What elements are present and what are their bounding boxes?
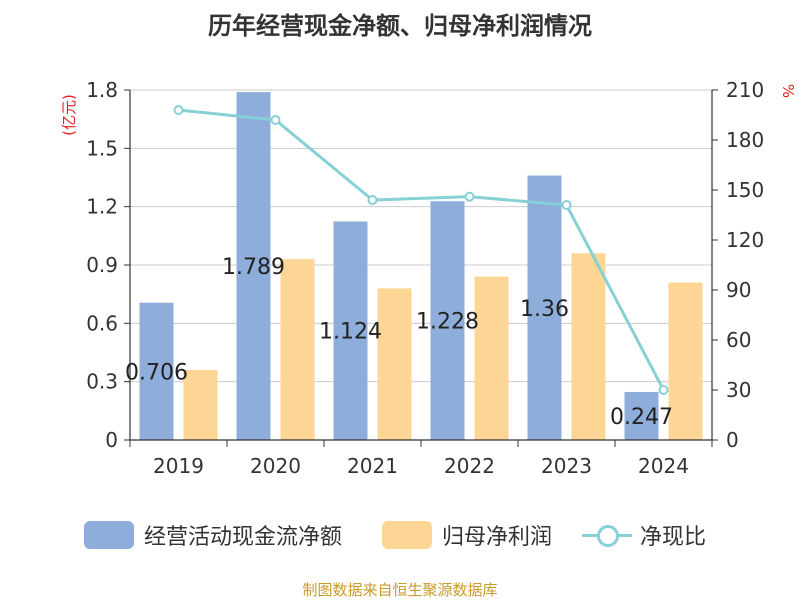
bar	[333, 221, 368, 440]
left-tick-label: 1.5	[86, 136, 118, 160]
bar	[624, 391, 659, 440]
ratio-line	[178, 108, 665, 391]
x-tick-label: 2022	[444, 454, 495, 478]
legend-swatch-cashflow	[84, 521, 134, 549]
legend-swatch-net-profit	[382, 521, 432, 549]
ratio-point	[658, 385, 669, 395]
left-tick-label: 0.6	[86, 311, 118, 335]
bar	[571, 253, 606, 440]
legend-label-ratio: 净现比	[640, 525, 707, 550]
legend-label-cashflow: 经营活动现金流净额	[144, 525, 343, 550]
ratio-point	[270, 115, 281, 125]
data-label: 0.247	[610, 405, 673, 430]
legend: 经营活动现金流净额 归母净利润 净现比	[0, 517, 800, 553]
bar-group	[139, 92, 703, 441]
left-tick-label: 1.2	[86, 195, 118, 219]
x-tick-label: 2023	[541, 454, 592, 478]
ratio-point	[464, 191, 475, 202]
bar	[280, 259, 315, 440]
data-label-group: 0.706 1.789 1.124 1.228 1.36 0.247	[125, 255, 673, 430]
right-axis-unit-label: %	[779, 84, 797, 98]
data-label: 1.124	[319, 320, 382, 345]
x-tick-label: 2019	[153, 454, 204, 478]
data-label: 1.789	[222, 255, 285, 280]
legend-line-icon	[582, 521, 632, 549]
legend-item-net-profit[interactable]: 归母净利润	[382, 517, 552, 553]
right-tick-label: 0	[726, 428, 739, 452]
right-tick-label: 120	[726, 228, 764, 252]
bar	[474, 276, 509, 440]
bar	[183, 370, 218, 440]
data-source-note: 制图数据来自恒生聚源数据库	[302, 581, 498, 599]
ratio-point	[173, 105, 184, 115]
ratio-point	[561, 200, 572, 210]
bar	[139, 302, 174, 440]
right-tick-label: 180	[726, 128, 764, 152]
bar	[236, 92, 271, 440]
legend-label-net-profit: 归母净利润	[442, 525, 553, 550]
x-tick-label: 2024	[638, 454, 689, 478]
left-tick-label: 1.8	[86, 78, 118, 102]
data-label: 1.36	[520, 297, 569, 322]
bar	[377, 288, 412, 440]
chart-title: 历年经营现金净额、归母净利润情况	[208, 12, 592, 40]
right-tick-label: 210	[726, 78, 764, 102]
legend-item-cashflow[interactable]: 经营活动现金流净额	[84, 517, 342, 553]
data-label: 0.706	[125, 360, 188, 385]
axes-group: 0 0.3 0.6 0.9 1.2 1.5 1.8 0 30 60 90 120 150 180 210 20…	[86, 78, 764, 478]
right-tick-label: 30	[726, 378, 751, 402]
legend-item-ratio[interactable]: 净现比	[582, 517, 706, 553]
data-label: 1.228	[416, 310, 479, 335]
bar	[430, 201, 465, 440]
right-tick-label: 90	[726, 278, 751, 302]
bar	[527, 175, 562, 441]
ratio-point	[367, 195, 378, 205]
line-group	[173, 105, 669, 395]
left-tick-label: 0.9	[86, 253, 118, 277]
left-tick-label: 0.3	[86, 370, 118, 394]
left-tick-label: 0	[105, 428, 118, 452]
right-tick-label: 60	[726, 328, 751, 352]
x-tick-label: 2021	[347, 454, 398, 478]
right-tick-label: 150	[726, 178, 764, 202]
x-tick-label: 2020	[250, 454, 301, 478]
bar	[668, 282, 703, 440]
left-axis-unit-label: (亿元)	[60, 94, 78, 136]
